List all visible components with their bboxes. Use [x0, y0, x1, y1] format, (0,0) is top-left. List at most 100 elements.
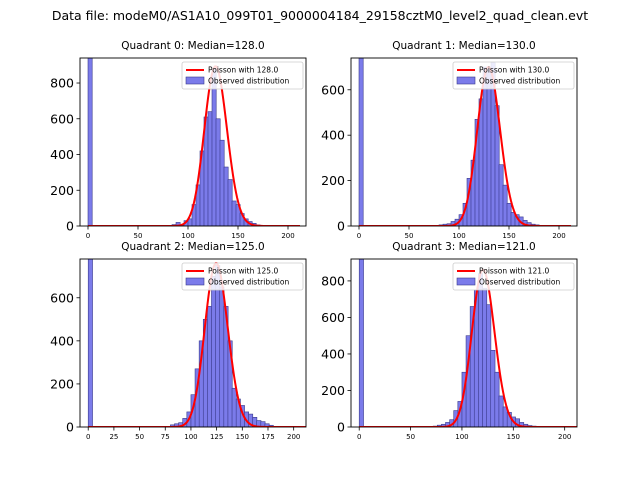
- y-tick-label: 800: [50, 76, 74, 91]
- legend-label-poisson: Poisson with 125.0: [208, 267, 278, 276]
- histogram-bar: [486, 66, 492, 226]
- legend-label-observed: Observed distribution: [479, 278, 560, 287]
- quadrant-3-bars: [358, 259, 537, 427]
- x-tick-label: 200: [558, 433, 571, 441]
- histogram-bar: [358, 259, 364, 427]
- legend-box: [452, 61, 575, 90]
- histogram-bar: [478, 98, 484, 226]
- histogram-bar: [231, 387, 237, 427]
- y-tick-label: 400: [50, 147, 74, 162]
- y-tick-label: 400: [321, 346, 345, 361]
- y-tick-label: 0: [337, 420, 345, 435]
- axes-frame: [79, 57, 307, 227]
- y-tick-label: 200: [50, 376, 74, 391]
- quadrant-1-bars: [358, 58, 540, 226]
- x-tick-label: 75: [161, 433, 170, 441]
- legend-label-observed: Observed distribution: [208, 278, 289, 287]
- x-tick-label: 0: [86, 433, 90, 441]
- axes-frame: [350, 258, 578, 428]
- histogram-bar: [227, 179, 233, 226]
- poisson-curve: [88, 65, 300, 226]
- x-tick-label: 0: [357, 433, 361, 441]
- legend-label-observed: Observed distribution: [208, 77, 289, 86]
- y-tick-label: 800: [321, 273, 345, 288]
- histogram-bar: [482, 287, 488, 427]
- x-tick-label: 100: [184, 433, 197, 441]
- x-tick-label: 100: [452, 232, 465, 240]
- y-tick-label: 0: [66, 420, 74, 435]
- axes-frame: [350, 57, 578, 227]
- histogram-bar: [219, 286, 225, 427]
- poisson-curve: [359, 66, 571, 226]
- x-tick-label: 0: [357, 232, 361, 240]
- histogram-bar: [87, 259, 93, 427]
- quadrant-3-title: Quadrant 3: Median=121.0: [392, 241, 535, 253]
- quadrant-2-panel: Quadrant 2: Median=125.0 0 200 400 600 0 25 50 7…: [50, 241, 307, 441]
- quadrant-1-title: Quadrant 1: Median=130.0: [392, 40, 535, 52]
- quadrant-0-panel: Quadrant 0: Median=128.0 0 200 400 600 800 0 50…: [50, 40, 307, 240]
- histogram-bar: [207, 306, 212, 427]
- y-tick-label: 600: [321, 310, 345, 325]
- histogram-bar: [211, 275, 217, 427]
- x-tick-label: 0: [86, 232, 90, 240]
- x-tick-label: 50: [135, 433, 144, 441]
- histogram-bar: [215, 118, 221, 226]
- x-tick-label: 150: [236, 433, 249, 441]
- quadrant-2-title: Quadrant 2: Median=125.0: [121, 241, 264, 253]
- suptitle: Data file: modeM0/AS1A10_099T01_90000041…: [52, 8, 588, 23]
- x-tick-label: 200: [552, 232, 565, 240]
- quadrant-0-title: Quadrant 0: Median=128.0: [121, 40, 264, 52]
- y-tick-label: 400: [321, 128, 345, 143]
- histogram-bar: [223, 166, 229, 226]
- y-tick-label: 400: [50, 333, 74, 348]
- x-tick-label: 100: [181, 232, 194, 240]
- legend-label-poisson: Poisson with 121.0: [479, 267, 549, 276]
- legend-bar-swatch: [185, 277, 205, 286]
- histogram-bar: [494, 371, 500, 427]
- x-tick-label: 50: [134, 232, 143, 240]
- histogram-bar: [211, 68, 217, 226]
- legend-box: [452, 262, 575, 291]
- quadrant-1-legend: Poisson with 130.0 Observed distribution: [452, 61, 575, 90]
- quadrant-2-bars: [87, 259, 274, 427]
- y-tick-label: 600: [50, 290, 74, 305]
- x-tick-label: 25: [109, 433, 118, 441]
- x-tick-label: 50: [405, 232, 414, 240]
- histogram-bar: [498, 164, 504, 226]
- histogram-bar: [498, 395, 504, 427]
- histogram-bar: [482, 66, 488, 226]
- histogram-bar: [231, 200, 237, 226]
- legend-bar-swatch: [456, 277, 476, 286]
- x-tick-label: 175: [261, 433, 274, 441]
- legend-bar-swatch: [456, 76, 476, 85]
- y-tick-label: 0: [337, 219, 345, 234]
- y-tick-label: 200: [321, 383, 345, 398]
- x-tick-label: 150: [502, 232, 515, 240]
- axes-frame: [79, 258, 307, 428]
- poisson-curve: [359, 268, 577, 427]
- legend-label-poisson: Poisson with 130.0: [479, 66, 549, 75]
- histogram-bar: [502, 184, 508, 226]
- legend-box: [181, 262, 304, 291]
- quadrant-1-panel: Quadrant 1: Median=130.0 0 200 400 600 0 50 100…: [321, 40, 578, 240]
- histogram-bar: [207, 111, 213, 226]
- histogram-bar: [506, 203, 512, 226]
- quadrant-2-legend: Poisson with 125.0 Observed distribution: [181, 262, 304, 291]
- x-tick-label: 150: [231, 232, 244, 240]
- quadrant-0-legend: Poisson with 128.0 Observed distribution: [181, 61, 304, 90]
- histogram-bar: [490, 349, 496, 427]
- x-tick-label: 125: [210, 433, 223, 441]
- histogram-bar: [87, 58, 93, 226]
- legend-box: [181, 61, 304, 90]
- y-tick-label: 600: [50, 111, 74, 126]
- histogram-bar: [358, 58, 364, 226]
- x-tick-label: 150: [507, 433, 520, 441]
- y-tick-label: 200: [321, 173, 345, 188]
- legend-label-observed: Observed distribution: [479, 77, 560, 86]
- histogram-bar: [486, 304, 492, 427]
- y-tick-label: 600: [321, 82, 345, 97]
- quadrant-3-panel: Quadrant 3: Median=121.0 0 200 400 600 800 0 50…: [321, 241, 578, 441]
- x-tick-label: 100: [455, 433, 468, 441]
- legend-bar-swatch: [185, 76, 205, 85]
